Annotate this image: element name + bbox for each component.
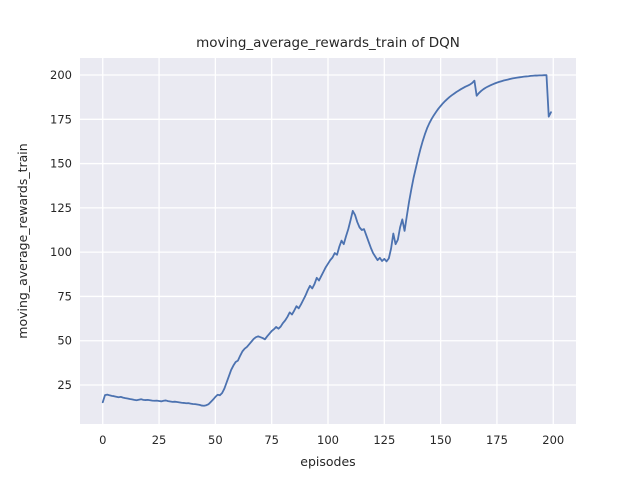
reward-line-series bbox=[101, 74, 552, 407]
y-tick-label: 200 bbox=[50, 68, 72, 82]
y-axis-label: moving_average_rewards_train bbox=[15, 143, 30, 338]
x-tick-label: 25 bbox=[152, 433, 167, 447]
y-tick-label: 75 bbox=[57, 289, 72, 303]
y-tick-label: 150 bbox=[50, 157, 72, 171]
x-tick-label: 50 bbox=[208, 433, 223, 447]
x-tick-label: 0 bbox=[99, 433, 106, 447]
gridlines bbox=[80, 58, 576, 424]
y-tick-label: 175 bbox=[50, 112, 72, 126]
x-tick-label: 200 bbox=[542, 433, 564, 447]
x-tick-label: 175 bbox=[486, 433, 508, 447]
x-tick-label: 75 bbox=[264, 433, 279, 447]
y-tick-label: 50 bbox=[57, 334, 72, 348]
y-tick-labels: 25 50 75 100 125 150 175 200 bbox=[50, 68, 72, 392]
y-tick-label: 100 bbox=[50, 245, 72, 259]
chart-title: moving_average_rewards_train of DQN bbox=[196, 35, 460, 51]
x-tick-label: 100 bbox=[317, 433, 339, 447]
y-tick-label: 25 bbox=[57, 378, 72, 392]
y-tick-label: 125 bbox=[50, 201, 72, 215]
x-tick-label: 150 bbox=[430, 433, 452, 447]
x-tick-label: 125 bbox=[373, 433, 395, 447]
x-tick-labels: 0 25 50 75 100 125 150 175 200 bbox=[99, 433, 564, 447]
x-axis-label: episodes bbox=[300, 454, 355, 469]
